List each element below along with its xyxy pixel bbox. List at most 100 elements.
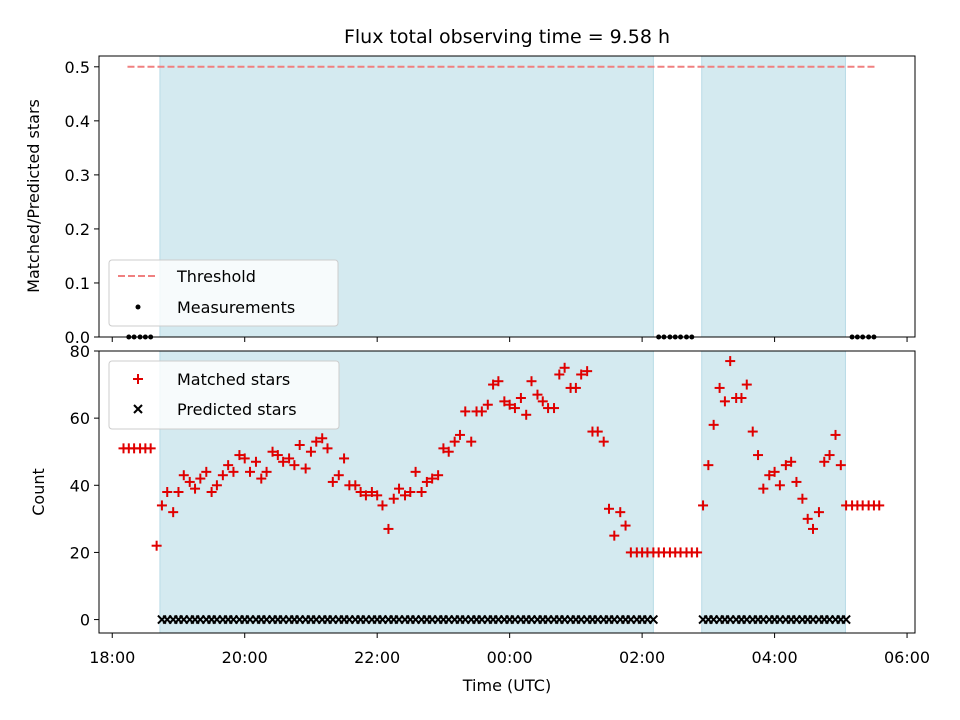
x-tick-label: 06:00 xyxy=(884,648,930,667)
matched-star-point xyxy=(156,500,167,511)
matched-star-point xyxy=(576,369,587,380)
matched-star-point xyxy=(168,507,179,518)
legend-measurements-label: Measurements xyxy=(177,298,295,317)
axes-frame xyxy=(98,55,916,338)
observing-window-1 xyxy=(701,55,846,338)
matched-star-point xyxy=(416,487,427,497)
matched-star-point xyxy=(549,403,560,414)
matched-star-point xyxy=(250,456,261,467)
matched-star-point xyxy=(234,450,245,461)
matched-star-point xyxy=(228,466,239,477)
matched-star-point xyxy=(289,460,300,471)
matched-star-point xyxy=(427,473,438,484)
matched-star-point xyxy=(400,490,410,501)
matched-star-point xyxy=(786,456,797,467)
top-panel-legend: Threshold Measurements xyxy=(108,259,339,327)
matched-star-point xyxy=(267,446,278,457)
matched-star-point xyxy=(388,493,399,504)
matched-star-point xyxy=(311,436,322,447)
matched-star-point xyxy=(515,393,526,403)
matched-star-point xyxy=(747,426,758,437)
matched-star-point xyxy=(488,379,499,390)
y-tick-label: 40 xyxy=(70,476,90,495)
matched-star-point xyxy=(239,453,250,464)
matched-star-point xyxy=(443,446,454,457)
legend-predicted-swatch xyxy=(133,404,143,414)
legend-threshold-label: Threshold xyxy=(176,267,256,286)
matched-star-point xyxy=(245,466,256,477)
matched-star-point xyxy=(317,433,328,444)
matched-star-point xyxy=(178,470,189,481)
predicted-star-point xyxy=(648,614,659,625)
matched-star-point xyxy=(151,540,162,551)
x-tick-label: 22:00 xyxy=(354,648,400,667)
y-tick-label: 0.2 xyxy=(65,220,90,239)
matched-star-point xyxy=(272,450,283,461)
x-tick-label: 00:00 xyxy=(487,648,533,667)
matched-star-point xyxy=(692,547,703,558)
matched-star-point xyxy=(377,500,388,511)
matched-star-point xyxy=(592,426,603,437)
matched-star-point xyxy=(620,520,631,531)
matched-star-point xyxy=(482,399,493,410)
matched-star-point xyxy=(305,446,316,457)
legend-box xyxy=(108,360,340,430)
y-tick-label: 60 xyxy=(70,409,90,428)
matched-star-point xyxy=(405,487,416,497)
matched-star-point xyxy=(736,393,747,403)
predicted-star-point xyxy=(841,614,851,625)
marker-stroke xyxy=(648,614,659,625)
y-tick-label: 0.1 xyxy=(65,274,90,293)
matched-star-point xyxy=(824,450,835,461)
matched-star-point xyxy=(703,460,714,471)
matched-star-point xyxy=(294,440,305,450)
matched-star-point xyxy=(278,456,289,467)
bottom-panel-y-axis-label: Count xyxy=(29,468,48,516)
matched-star-point xyxy=(372,490,383,501)
y-tick-label: 20 xyxy=(70,543,90,562)
matched-star-point xyxy=(394,483,405,494)
y-tick-label: 0.5 xyxy=(65,58,90,77)
legend-measurements-swatch xyxy=(135,304,141,310)
matched-star-point xyxy=(466,436,477,447)
bottom-panel-legend: Matched stars Predicted stars xyxy=(108,360,340,430)
matched-star-point xyxy=(741,379,752,390)
matched-star-point xyxy=(327,476,338,487)
matched-star-point xyxy=(360,490,371,501)
matched-star-point xyxy=(509,403,520,414)
x-tick-label: 20:00 xyxy=(222,648,268,667)
matched-star-point xyxy=(764,470,775,481)
legend-matched-swatch xyxy=(133,374,143,384)
matched-star-point xyxy=(504,399,515,410)
matched-star-point xyxy=(719,396,730,407)
matched-star-point xyxy=(780,460,791,471)
y-tick-label: 0.0 xyxy=(65,328,90,347)
matched-star-point xyxy=(559,362,570,373)
matched-star-point xyxy=(476,406,487,417)
y-tick-label: 0.3 xyxy=(65,166,90,185)
matched-star-point xyxy=(256,473,267,484)
matched-star-point xyxy=(173,487,184,497)
x-tick-label: 04:00 xyxy=(752,648,798,667)
matched-star-point xyxy=(598,436,609,447)
chart-title: Flux total observing time = 9.58 h xyxy=(344,26,670,48)
matched-star-point xyxy=(526,376,537,387)
y-tick-label: 80 xyxy=(70,342,90,361)
matched-star-point xyxy=(791,476,802,487)
x-tick-label: 02:00 xyxy=(619,648,665,667)
matched-star-point xyxy=(708,419,719,430)
matched-star-point xyxy=(808,523,818,534)
legend-box xyxy=(108,259,339,327)
matched-star-point xyxy=(438,443,449,454)
matched-star-point xyxy=(615,507,626,518)
matched-star-point xyxy=(753,450,764,461)
matched-star-point xyxy=(609,530,620,541)
matched-star-point xyxy=(874,500,885,511)
matched-star-point xyxy=(830,429,841,440)
matched-star-point xyxy=(190,483,201,494)
matched-star-point xyxy=(449,436,460,447)
matched-star-point xyxy=(383,523,394,534)
matched-star-point xyxy=(223,460,234,471)
matched-star-point xyxy=(206,487,217,497)
matched-star-point xyxy=(774,480,785,491)
